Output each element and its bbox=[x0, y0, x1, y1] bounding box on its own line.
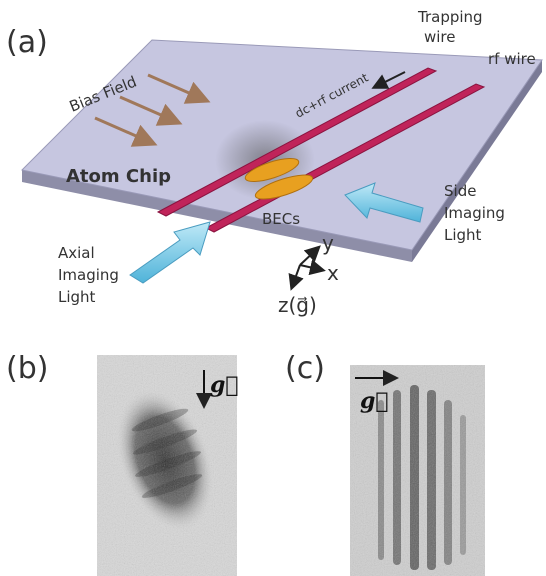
panel-label: (c) bbox=[285, 351, 325, 386]
axis-x-label: x bbox=[327, 261, 339, 285]
axis-z-label: z(g⃗) bbox=[278, 293, 317, 317]
panel-label: (b) bbox=[6, 351, 48, 386]
axis-z bbox=[292, 265, 300, 287]
atom-chip-diagram bbox=[22, 40, 542, 287]
gravity-label: g⃗ bbox=[360, 388, 389, 414]
rf-wire-label: rf wire bbox=[488, 50, 536, 68]
axial-light-arrow bbox=[130, 222, 210, 283]
becs-label: BECs bbox=[262, 210, 300, 228]
axis-y-label: y bbox=[322, 231, 334, 255]
gravity-label: g⃗ bbox=[210, 372, 239, 398]
atom-chip-label: Atom Chip bbox=[66, 166, 171, 187]
axis-x bbox=[300, 265, 322, 270]
panel-label: (a) bbox=[6, 25, 48, 60]
axis-y bbox=[300, 248, 318, 265]
figure: (a) Trappingwire rf wire Bias Field dc+r… bbox=[0, 0, 546, 576]
